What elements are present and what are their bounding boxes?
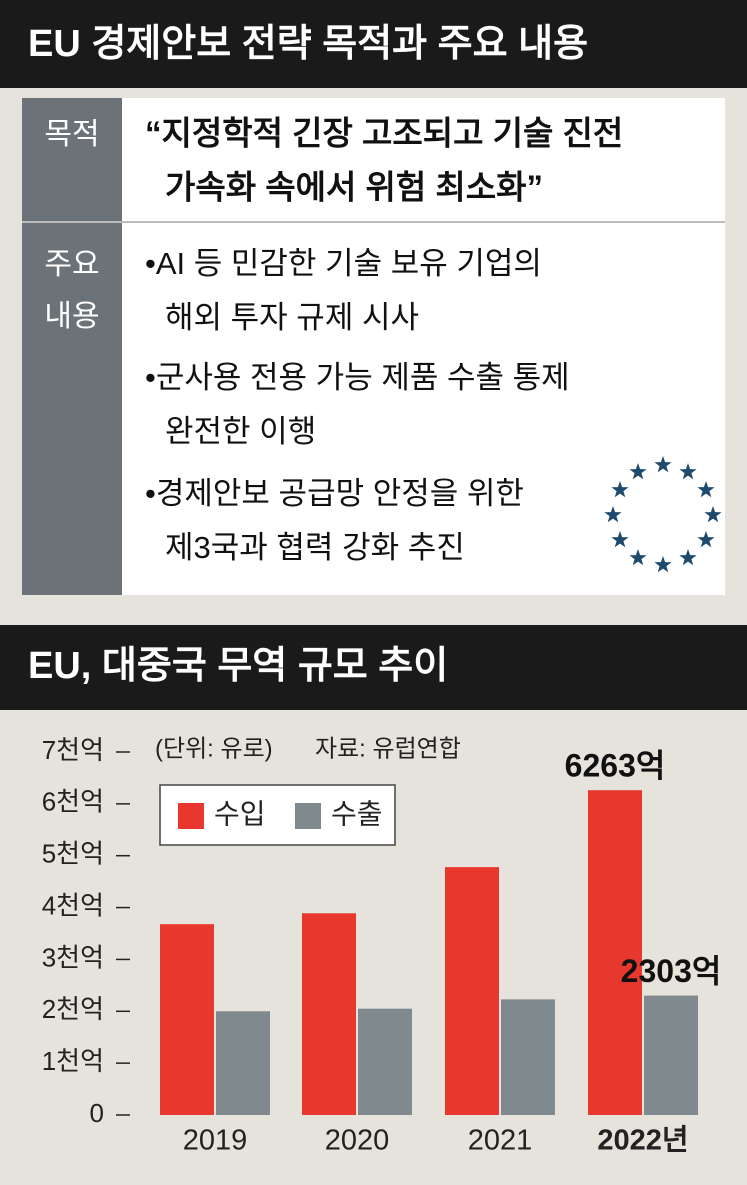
y-tick-label: 6천억 <box>42 787 104 817</box>
y-tick-label: 4천억 <box>42 890 104 920</box>
bar <box>160 924 214 1115</box>
content-line: 제3국과 협력 강화 추진 <box>165 530 465 565</box>
value-label: 6263억 <box>565 748 666 784</box>
value-label: 2303억 <box>621 953 722 989</box>
legend-label: 수입 <box>214 798 266 829</box>
row-label: 주요 <box>44 248 99 281</box>
y-tick-label: 2천억 <box>42 994 104 1024</box>
y-tick-label: 5천억 <box>42 839 104 869</box>
legend-label: 수출 <box>331 798 383 829</box>
purpose-line: “지정학적 긴장 고조되고 기술 진전 <box>145 115 623 152</box>
header-bar <box>0 0 747 88</box>
x-tick-label: 2021 <box>468 1125 533 1157</box>
y-tick-label: 0 <box>90 1098 104 1128</box>
content-line: •AI 등 민감한 기술 보유 기업의 <box>145 246 542 281</box>
content-line: •군사용 전용 가능 제품 수출 통제 <box>145 360 570 395</box>
y-tick-label: 3천억 <box>42 942 104 972</box>
chart-source: 자료: 유럽연합 <box>315 735 461 762</box>
bar <box>358 1008 412 1115</box>
x-tick-label: 2019 <box>183 1125 248 1157</box>
y-tick-label: 1천억 <box>42 1046 104 1076</box>
header-title: EU 경제안보 전략 목적과 주요 내용 <box>28 23 588 65</box>
chart-subtitle: (단위: 유로) <box>155 735 273 762</box>
bar <box>445 867 499 1115</box>
chart-header-bar <box>0 625 747 710</box>
bar <box>501 999 555 1115</box>
row-label: 목적 <box>44 118 99 151</box>
content-line: 해외 투자 규제 시사 <box>165 300 419 335</box>
bar <box>644 995 698 1115</box>
chart-title: EU, 대중국 무역 규모 추이 <box>28 645 448 687</box>
legend-swatch <box>178 803 204 829</box>
bar <box>216 1011 270 1115</box>
purpose-line: 가속화 속에서 위험 최소화” <box>165 169 543 206</box>
content-line: •경제안보 공급망 안정을 위한 <box>145 476 524 511</box>
bar <box>302 913 356 1115</box>
content-line: 완전한 이행 <box>165 414 316 449</box>
x-tick-label: 2022년 <box>597 1124 688 1157</box>
x-tick-label: 2020 <box>325 1125 390 1157</box>
y-tick-label: 7천억 <box>42 735 104 765</box>
label-column <box>22 98 122 595</box>
legend-swatch <box>295 803 321 829</box>
bar <box>588 790 642 1115</box>
row-label: 내용 <box>44 300 99 333</box>
